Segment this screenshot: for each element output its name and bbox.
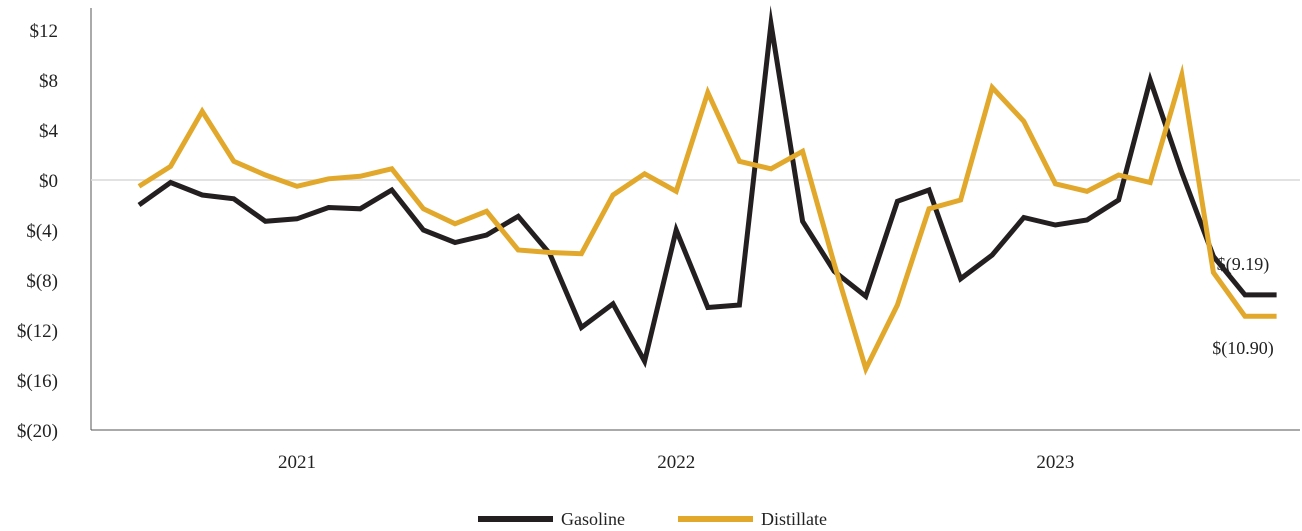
legend-label-distillate: Distillate: [761, 509, 827, 529]
end-labels: $(9.19) $(10.90): [1212, 254, 1274, 359]
y-tick-label: $(8): [26, 271, 58, 292]
end-value-label-gasoline: $(9.19): [1217, 254, 1270, 275]
legend-label-gasoline: Gasoline: [561, 509, 625, 529]
x-tick-label: 2022: [657, 452, 695, 473]
y-tick-label: $8: [39, 71, 58, 92]
y-tick-label: $0: [39, 171, 58, 192]
series-line-gasoline: [137, 5, 1277, 369]
x-tick-label: 2021: [278, 452, 316, 473]
y-tick-label: $(16): [17, 371, 58, 392]
y-tick-label: $(4): [26, 221, 58, 242]
x-axis: 2021 2022 2023: [278, 452, 1074, 473]
y-tick-label: $(20): [17, 421, 58, 442]
end-value-label-distillate: $(10.90): [1212, 338, 1274, 359]
series-group: [137, 5, 1277, 376]
legend: Gasoline Distillate: [478, 509, 827, 529]
y-tick-label: $4: [39, 121, 59, 142]
x-tick-label: 2023: [1036, 452, 1074, 473]
y-axis: $12 $8 $4 $0 $(4) $(8) $(12) $(16) $(20): [17, 21, 59, 442]
series-line-distillate: [137, 63, 1277, 376]
y-tick-label: $(12): [17, 321, 58, 342]
y-tick-label: $12: [30, 21, 59, 42]
